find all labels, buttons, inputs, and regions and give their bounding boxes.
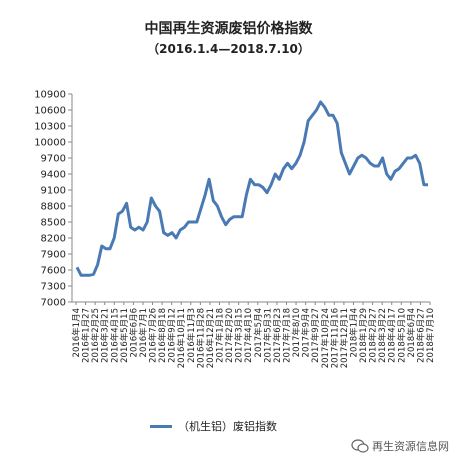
y-tick-label: 8500 [41,218,66,229]
y-tick-label: 9400 [41,170,66,181]
x-tick-label: 2016年4月15 [109,308,120,363]
x-tick-label: 2016年6月6 [128,308,139,357]
x-tick-label: 2016年5月11 [119,308,130,363]
x-tick-label: 2016年7月26 [148,308,159,363]
y-tick-label: 7600 [41,266,66,277]
x-tick-label: 2017年12月11 [339,308,350,368]
y-tick-label: 7900 [41,250,66,261]
x-tick-label: 2017年5月4 [253,308,264,357]
chart-axes [71,94,430,303]
watermark-text: 再生资源信息网 [372,440,449,453]
x-tick-label: 2017年10月24 [320,308,331,368]
x-tick-label: 2018年6月4 [406,308,417,357]
x-tick-label: 2017年5月31 [262,308,273,363]
x-tick-label: 2018年7月10 [425,308,436,363]
x-tick-label: 2018年4月17 [387,308,398,363]
x-axis-ticks: 2016年1月4 2016年1月27 2016年2月25 2016年3月21 2016年… [71,302,436,368]
y-tick-label: 8200 [41,234,66,245]
x-tick-label: 2017年2月20 [224,308,235,363]
y-tick-label: 7300 [41,282,66,293]
y-tick-label: 10900 [34,90,66,101]
x-tick-label: 2016年2月25 [90,308,101,363]
legend-line-swatch [150,424,172,428]
x-tick-label: 2018年5月10 [396,308,407,363]
x-tick-label: 2016年1月4 [71,308,82,357]
y-axis-ticks: 7000 7300 7600 7900 8200 8500 8800 9100 9400 9700… [34,90,72,309]
x-tick-label: 2016年11月28 [195,308,206,368]
x-tick-label: 2017年6月23 [272,308,283,363]
series-line-0 [75,100,428,277]
wechat-icon [351,439,369,453]
chart-subtitle: （2016.1.4—2018.7.10） [147,42,310,56]
x-tick-label: 2018年1月29 [358,308,369,363]
x-tick-label: 2017年11月16 [329,308,340,368]
x-tick-label: 2018年3月22 [377,308,388,363]
x-tick-label: 2017年8/10 [291,308,302,357]
x-tick-label: 2016年12月21 [205,308,216,368]
x-tick-label: 2016年1月27 [81,308,92,363]
watermark: 再生资源信息网 [351,438,449,454]
x-tick-label: 2016年10月11 [176,308,187,368]
y-tick-label: 10600 [34,106,66,117]
x-tick-label: 2017年7月18 [281,308,292,363]
chart-title: 中国再生资源废铝价格指数 [144,21,313,37]
x-tick-label: 2017年4月10 [243,308,254,363]
y-tick-label: 7000 [41,298,66,309]
legend-label: （机生铝）废铝指数 [178,420,277,433]
chart-series [75,100,428,277]
x-tick-label: 2016年9月12 [167,308,178,363]
x-tick-label: 2017年9月4 [301,308,312,357]
x-tick-label: 2017年1月18 [215,308,226,363]
x-tick-label: 2018年2月27 [368,308,379,363]
y-tick-label: 8800 [41,202,66,213]
x-tick-label: 2017年9月27 [310,308,321,363]
x-tick-label: 2018年6月27 [415,308,426,363]
y-tick-label: 9100 [41,186,66,197]
x-tick-label: 2016年11月3 [186,308,197,363]
x-tick-label: 2018年1月4 [348,308,359,357]
x-tick-label: 2016年7月1 [138,308,149,357]
y-tick-label: 9700 [41,154,66,165]
y-tick-label: 10300 [34,122,66,133]
x-tick-label: 2017年3月15 [234,308,245,363]
chart-legend: （机生铝）废铝指数 [150,418,277,434]
x-tick-label: 2016年8月18 [157,308,168,363]
x-tick-label: 2016年3月21 [100,308,111,363]
y-tick-label: 10000 [34,138,66,149]
